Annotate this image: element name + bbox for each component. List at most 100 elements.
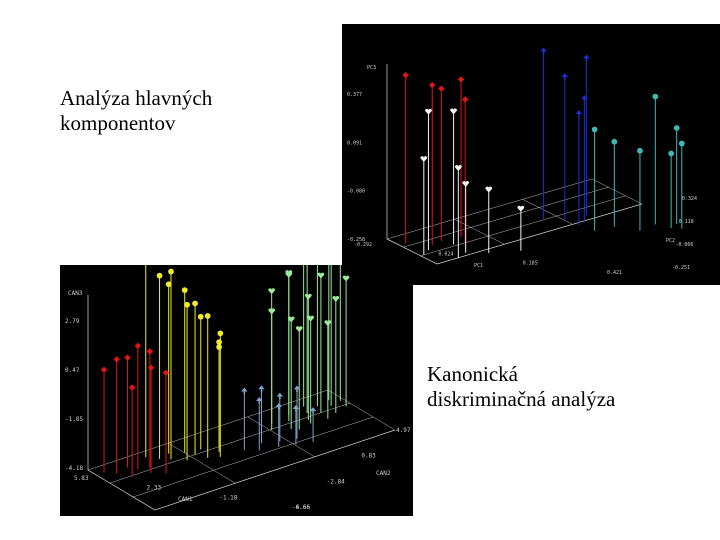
cda-grid-line — [132, 416, 374, 498]
right-axis-label: PC2 — [666, 238, 675, 244]
bottom-tick-label: -1.18 — [219, 494, 237, 501]
cda-plot-canvas: CAN3 2.79 0.47 -1.85 -4.18 CAN2 4.97 0.83 -2.84 -… — [65, 265, 411, 511]
right-tick-label: -0.251 — [672, 265, 690, 271]
data-point-group_lightgreen — [285, 271, 293, 278]
pca-grid-line — [419, 195, 626, 257]
pca-grid-line — [453, 218, 505, 245]
pca-plot-canvas: PC3 0.377 0.091 -0.080 -0.258 PC2 0.324 0.118 -0… — [347, 47, 697, 276]
bottom-tick-label: 5.83 — [74, 475, 89, 482]
bottom-tick-label: 0.421 — [607, 270, 622, 276]
cda-grid-line — [167, 442, 236, 484]
data-point-group_steel — [256, 397, 263, 404]
vertical-tick-label: 2.79 — [65, 318, 80, 325]
right-tick-label: -2.84 — [327, 478, 345, 485]
vertical-tick-label: 0.377 — [347, 92, 362, 98]
data-point-group_yellow — [192, 300, 198, 307]
data-point-group_blue — [581, 95, 588, 102]
vertical-axis-label: CAN3 — [68, 290, 83, 297]
bottom-tick-label: 0.024 — [438, 251, 453, 257]
data-point-group_red — [100, 366, 108, 373]
pca-caption: Analýza hlavných komponentov — [60, 86, 212, 136]
cda-3d-plot: CAN3 2.79 0.47 -1.85 -4.18 CAN2 4.97 0.83 -2.84 -… — [60, 265, 413, 516]
data-point-group_cyan — [678, 140, 685, 147]
data-point-group_blue — [583, 54, 590, 61]
data-point-group_red — [113, 356, 120, 363]
bottom-tick-label: 2.33 — [147, 485, 162, 492]
data-point-group_lightgreen — [305, 293, 312, 300]
pca-grid-line — [403, 186, 610, 248]
data-point-group_cyan — [652, 93, 659, 100]
vertical-tick-label: -1.85 — [65, 416, 83, 423]
right-axis-label: CAN2 — [376, 470, 391, 477]
data-point-group_blue — [540, 47, 547, 54]
data-point-group_steel — [241, 387, 248, 394]
data-point-group_red — [134, 342, 142, 350]
data-point-group_lightgreen — [342, 275, 350, 282]
right-tick-label: 0.83 — [361, 453, 376, 460]
cda-axis-lines — [87, 295, 396, 511]
data-point-group_blue — [561, 73, 569, 80]
bottom-tick-label: -0.292 — [354, 242, 372, 248]
data-point-group_yellow — [204, 313, 211, 319]
data-point-group_red — [124, 354, 131, 361]
data-point-group_cyan — [591, 126, 598, 133]
right-tick-label: 0.324 — [682, 196, 697, 202]
data-point-group_yellow — [197, 313, 204, 320]
bottom-tick-label: -4.66 — [292, 504, 310, 511]
data-point-group_white — [462, 181, 469, 187]
data-point-group_cyan — [611, 138, 618, 145]
data-point-group_yellow — [216, 339, 223, 346]
cda-frame — [87, 295, 396, 511]
vertical-tick-label: 0.091 — [347, 140, 362, 146]
data-point-group_red — [146, 348, 154, 355]
data-point-group_white — [485, 186, 493, 193]
data-point-group_cyan — [637, 147, 643, 154]
pca-3d-plot: PC3 0.377 0.091 -0.080 -0.258 PC2 0.324 0.118 -0… — [342, 24, 720, 285]
data-point-group_red — [402, 71, 409, 79]
data-point-group_steel — [276, 392, 284, 400]
data-point-group_red — [461, 96, 469, 103]
data-point-group_yellow — [165, 281, 172, 288]
vertical-axis-label: PC3 — [367, 65, 376, 71]
data-point-group_steel — [292, 405, 300, 412]
right-tick-label: -6.66 — [292, 504, 310, 511]
data-point-group_cyan — [668, 150, 675, 157]
pca-grid-line — [521, 198, 573, 225]
cda-caption-line-1: Kanonická — [427, 362, 518, 386]
data-point-group_yellow — [168, 268, 174, 275]
right-tick-label: 4.97 — [396, 427, 411, 434]
right-tick-label: -0.066 — [675, 242, 693, 248]
pca-caption-line-2: komponentov — [60, 111, 176, 135]
cda-grid-line — [247, 416, 316, 458]
data-point-group_red — [429, 81, 436, 89]
data-point-group_lightgreen — [268, 308, 276, 315]
pca-floor-back — [386, 178, 643, 240]
bottom-tick-label: 0.185 — [523, 261, 538, 267]
data-point-group_red — [147, 364, 155, 372]
data-point-group_lightgreen — [332, 295, 340, 302]
vertical-tick-label: -0.080 — [347, 189, 365, 195]
data-point-group_yellow — [181, 287, 188, 293]
data-point-group_yellow — [184, 301, 190, 308]
data-point-group_lightgreen — [317, 272, 325, 279]
data-point-group_lightgreen — [268, 288, 275, 295]
pca-frame — [386, 64, 643, 265]
data-point-group_steel — [275, 402, 282, 410]
bottom-axis-label: CAN1 — [178, 496, 193, 503]
data-point-group_white — [450, 108, 457, 115]
vertical-tick-label: -0.258 — [347, 237, 365, 243]
data-point-group_white — [517, 205, 525, 212]
vertical-tick-label: 0.47 — [65, 367, 80, 374]
data-point-group_steel — [293, 385, 301, 392]
data-point-group_lightgreen — [324, 320, 332, 327]
data-point-group_white — [420, 156, 428, 163]
data-point-group_red — [457, 76, 465, 83]
cda-caption-line-2: diskriminačná analýza — [427, 387, 616, 411]
data-point-group_lightgreen — [295, 326, 303, 333]
data-point-group_cyan — [673, 125, 680, 131]
cda-caption: Kanonická diskriminačná analýza — [427, 362, 615, 412]
data-point-group_white — [454, 165, 462, 171]
data-point-group_steel — [258, 385, 265, 392]
cda-floor-back — [87, 389, 396, 471]
bottom-axis-label: PC1 — [474, 263, 483, 269]
